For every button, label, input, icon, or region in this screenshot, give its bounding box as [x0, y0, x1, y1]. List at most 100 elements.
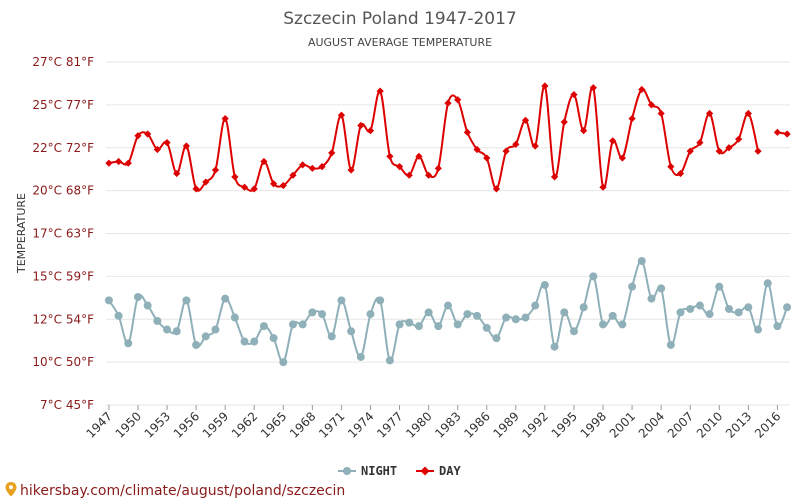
point-night[interactable] [259, 322, 268, 331]
point-night[interactable] [783, 303, 792, 312]
point-night[interactable] [327, 332, 336, 341]
point-night[interactable] [511, 315, 520, 324]
footer-url[interactable]: hikersbay.com/climate/august/poland/szcz… [20, 483, 345, 499]
point-night[interactable] [618, 320, 627, 329]
legend-item-day[interactable]: DAY [416, 464, 461, 478]
point-night[interactable] [124, 339, 133, 348]
point-day[interactable] [599, 183, 607, 191]
point-night[interactable] [424, 308, 433, 317]
point-day[interactable] [395, 163, 404, 171]
point-day[interactable] [279, 181, 287, 190]
point-night[interactable] [647, 294, 656, 303]
point-night[interactable] [182, 296, 191, 305]
point-day[interactable] [386, 152, 394, 160]
point-day[interactable] [318, 163, 326, 171]
point-night[interactable] [589, 272, 598, 281]
point-night[interactable] [172, 327, 181, 336]
point-night[interactable] [763, 279, 772, 288]
point-night[interactable] [453, 320, 462, 329]
point-night[interactable] [201, 332, 210, 341]
point-night[interactable] [395, 320, 404, 329]
point-day[interactable] [328, 149, 336, 157]
point-day[interactable] [289, 171, 297, 179]
point-night[interactable] [628, 282, 637, 291]
point-night[interactable] [337, 296, 346, 305]
point-night[interactable] [366, 310, 375, 319]
point-day[interactable] [580, 127, 588, 135]
point-day[interactable] [531, 142, 539, 150]
point-night[interactable] [269, 334, 278, 343]
point-night[interactable] [318, 310, 327, 319]
point-night[interactable] [482, 323, 491, 332]
point-day[interactable] [783, 130, 791, 138]
point-night[interactable] [686, 304, 695, 313]
point-day[interactable] [744, 109, 752, 118]
point-day[interactable] [134, 132, 142, 140]
point-day[interactable] [366, 127, 375, 135]
point-day[interactable] [492, 185, 501, 193]
point-day[interactable] [638, 85, 646, 94]
point-day[interactable] [144, 130, 152, 138]
point-day[interactable] [299, 161, 307, 169]
point-day[interactable] [463, 128, 471, 136]
point-day[interactable] [589, 84, 597, 92]
footer[interactable]: hikersbay.com/climate/august/poland/szcz… [5, 482, 346, 499]
point-night[interactable] [376, 296, 385, 305]
point-day[interactable] [715, 147, 723, 155]
point-day[interactable] [415, 152, 423, 160]
point-day[interactable] [357, 121, 365, 130]
point-night[interactable] [608, 311, 617, 320]
point-night[interactable] [414, 322, 423, 331]
point-day[interactable] [667, 163, 675, 171]
point-day[interactable] [609, 137, 617, 145]
point-day[interactable] [192, 185, 200, 193]
point-day[interactable] [124, 159, 132, 167]
point-night[interactable] [143, 301, 152, 310]
point-night[interactable] [695, 301, 704, 310]
point-day[interactable] [202, 178, 210, 186]
point-night[interactable] [502, 313, 511, 322]
point-day[interactable] [502, 147, 510, 155]
point-night[interactable] [550, 342, 559, 351]
point-night[interactable] [434, 322, 443, 331]
point-day[interactable] [521, 116, 530, 124]
point-night[interactable] [104, 296, 113, 305]
point-day[interactable] [153, 145, 161, 154]
point-day[interactable] [686, 147, 694, 155]
point-night[interactable] [356, 352, 365, 361]
point-night[interactable] [637, 256, 646, 265]
point-night[interactable] [250, 337, 259, 346]
point-day[interactable] [114, 157, 123, 166]
point-day[interactable] [541, 82, 549, 90]
point-day[interactable] [512, 140, 520, 148]
point-day[interactable] [211, 166, 220, 174]
point-day[interactable] [337, 111, 346, 119]
point-day[interactable] [676, 169, 685, 178]
point-night[interactable] [531, 301, 540, 310]
point-day[interactable] [454, 96, 462, 104]
point-day[interactable] [260, 157, 268, 166]
point-day[interactable] [347, 166, 355, 174]
point-night[interactable] [211, 325, 220, 334]
point-night[interactable] [579, 303, 588, 312]
point-day[interactable] [105, 159, 113, 167]
point-day[interactable] [473, 145, 481, 154]
point-day[interactable] [231, 173, 239, 181]
point-day[interactable] [250, 185, 258, 193]
point-night[interactable] [444, 301, 452, 310]
point-night[interactable] [114, 311, 123, 320]
point-night[interactable] [715, 282, 724, 291]
point-night[interactable] [279, 358, 288, 367]
point-day[interactable] [560, 118, 568, 126]
point-day[interactable] [308, 164, 316, 172]
point-day[interactable] [425, 171, 433, 179]
point-day[interactable] [657, 109, 665, 118]
point-day[interactable] [550, 173, 559, 181]
point-night[interactable] [463, 310, 472, 319]
point-night[interactable] [521, 313, 530, 322]
point-night[interactable] [347, 327, 356, 336]
point-day[interactable] [270, 180, 278, 188]
point-day[interactable] [696, 139, 704, 147]
point-night[interactable] [221, 294, 230, 303]
point-night[interactable] [405, 318, 414, 327]
